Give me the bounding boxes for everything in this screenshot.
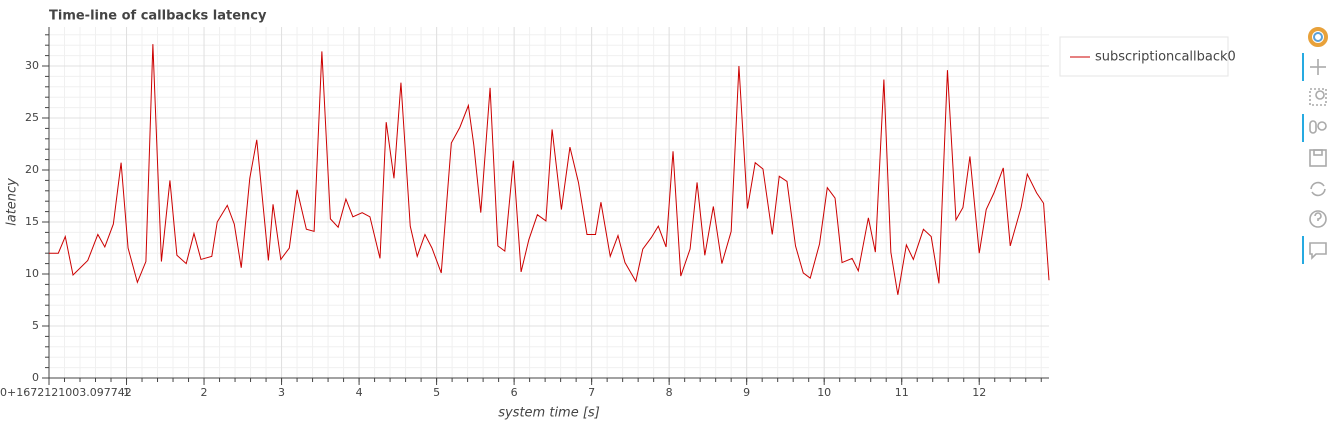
toolbar [1302,27,1328,264]
chart-title: Time-line of callbacks latency [49,9,267,24]
x-tick-label: 2 [201,386,208,399]
x-tick-label: 8 [666,386,673,399]
x-tick-label: 3 [278,386,285,399]
x-axis-label: system time [s] [498,406,600,421]
x-tick-label: 11 [895,386,909,399]
bokeh-logo[interactable] [1308,27,1328,47]
x-tick-label: 7 [588,386,595,399]
y-tick-label: 30 [25,59,39,72]
tool-active-indicator [1302,236,1304,264]
plot-background [49,27,1049,378]
y-axis-label: latency [5,178,20,226]
x-tick-label: 5 [433,386,440,399]
plot [49,44,1050,295]
legend: subscriptioncallback0 [1059,36,1236,77]
tool-active-indicator [1302,53,1304,81]
series-line [49,44,1050,295]
y-tick-label: 10 [25,267,39,280]
y-tick-label: 5 [32,319,39,332]
tool-active-indicator [1302,114,1304,142]
x-tick-label: 12 [972,386,986,399]
y-tick-label: 15 [25,215,39,228]
x-tick-label: 1 [123,386,130,399]
hover-tool[interactable] [1309,242,1327,260]
grid [42,27,1049,385]
legend-label: subscriptioncallback0 [1095,50,1236,65]
y-tick-label: 25 [25,111,39,124]
wheel-zoom-tool[interactable] [1309,120,1327,134]
x-tick-label: 6 [511,386,518,399]
x-tick-label: 4 [356,386,363,399]
x-tick-label: 9 [743,386,750,399]
y-tick-label: 0 [32,371,39,384]
pan-tool[interactable] [1310,59,1326,75]
box-zoom-tool[interactable] [1309,88,1327,106]
y-tick-label: 20 [25,163,39,176]
help-tool[interactable] [1309,210,1327,228]
x-tick-label: 0+1672121003.097742 [0,386,132,399]
x-tick-label: 10 [817,386,831,399]
reset-tool[interactable] [1310,181,1326,197]
save-tool[interactable] [1309,149,1327,167]
